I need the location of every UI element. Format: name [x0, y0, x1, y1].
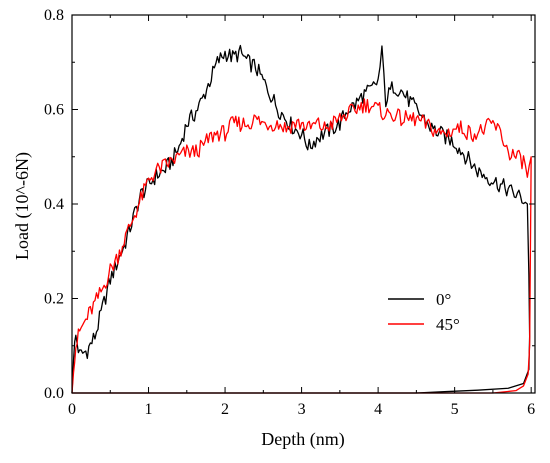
legend: 0°45°	[388, 290, 460, 334]
x-axis-title: Depth (nm)	[261, 429, 344, 450]
x-tick-label: 6	[527, 401, 535, 418]
x-tick-label: 2	[221, 401, 229, 418]
x-tick-label: 1	[145, 401, 153, 418]
axes-layer: 0 1 2 3 4 5 6 0.0 0.2 0.4 0.6 0.8	[44, 7, 536, 418]
legend-label-0: 0°	[436, 290, 451, 309]
plot-frame	[71, 14, 536, 394]
legend-label-1: 45°	[436, 315, 460, 334]
plot-layer	[71, 44, 532, 394]
y-tick-label: 0.6	[44, 102, 64, 119]
x-tick-label: 0	[68, 401, 76, 418]
x-tick-label: 5	[451, 401, 459, 418]
x-tick-label: 3	[298, 401, 306, 418]
x-tick-label: 4	[374, 401, 382, 418]
y-tick-label: 0.0	[44, 385, 64, 402]
series-line-0	[71, 44, 531, 394]
y-tick-label: 0.8	[44, 7, 64, 24]
y-axis-title: Load (10^-6N)	[12, 152, 33, 260]
series-line-1	[71, 98, 532, 394]
y-tick-label: 0.2	[44, 291, 64, 308]
y-tick-label: 0.4	[44, 196, 64, 213]
